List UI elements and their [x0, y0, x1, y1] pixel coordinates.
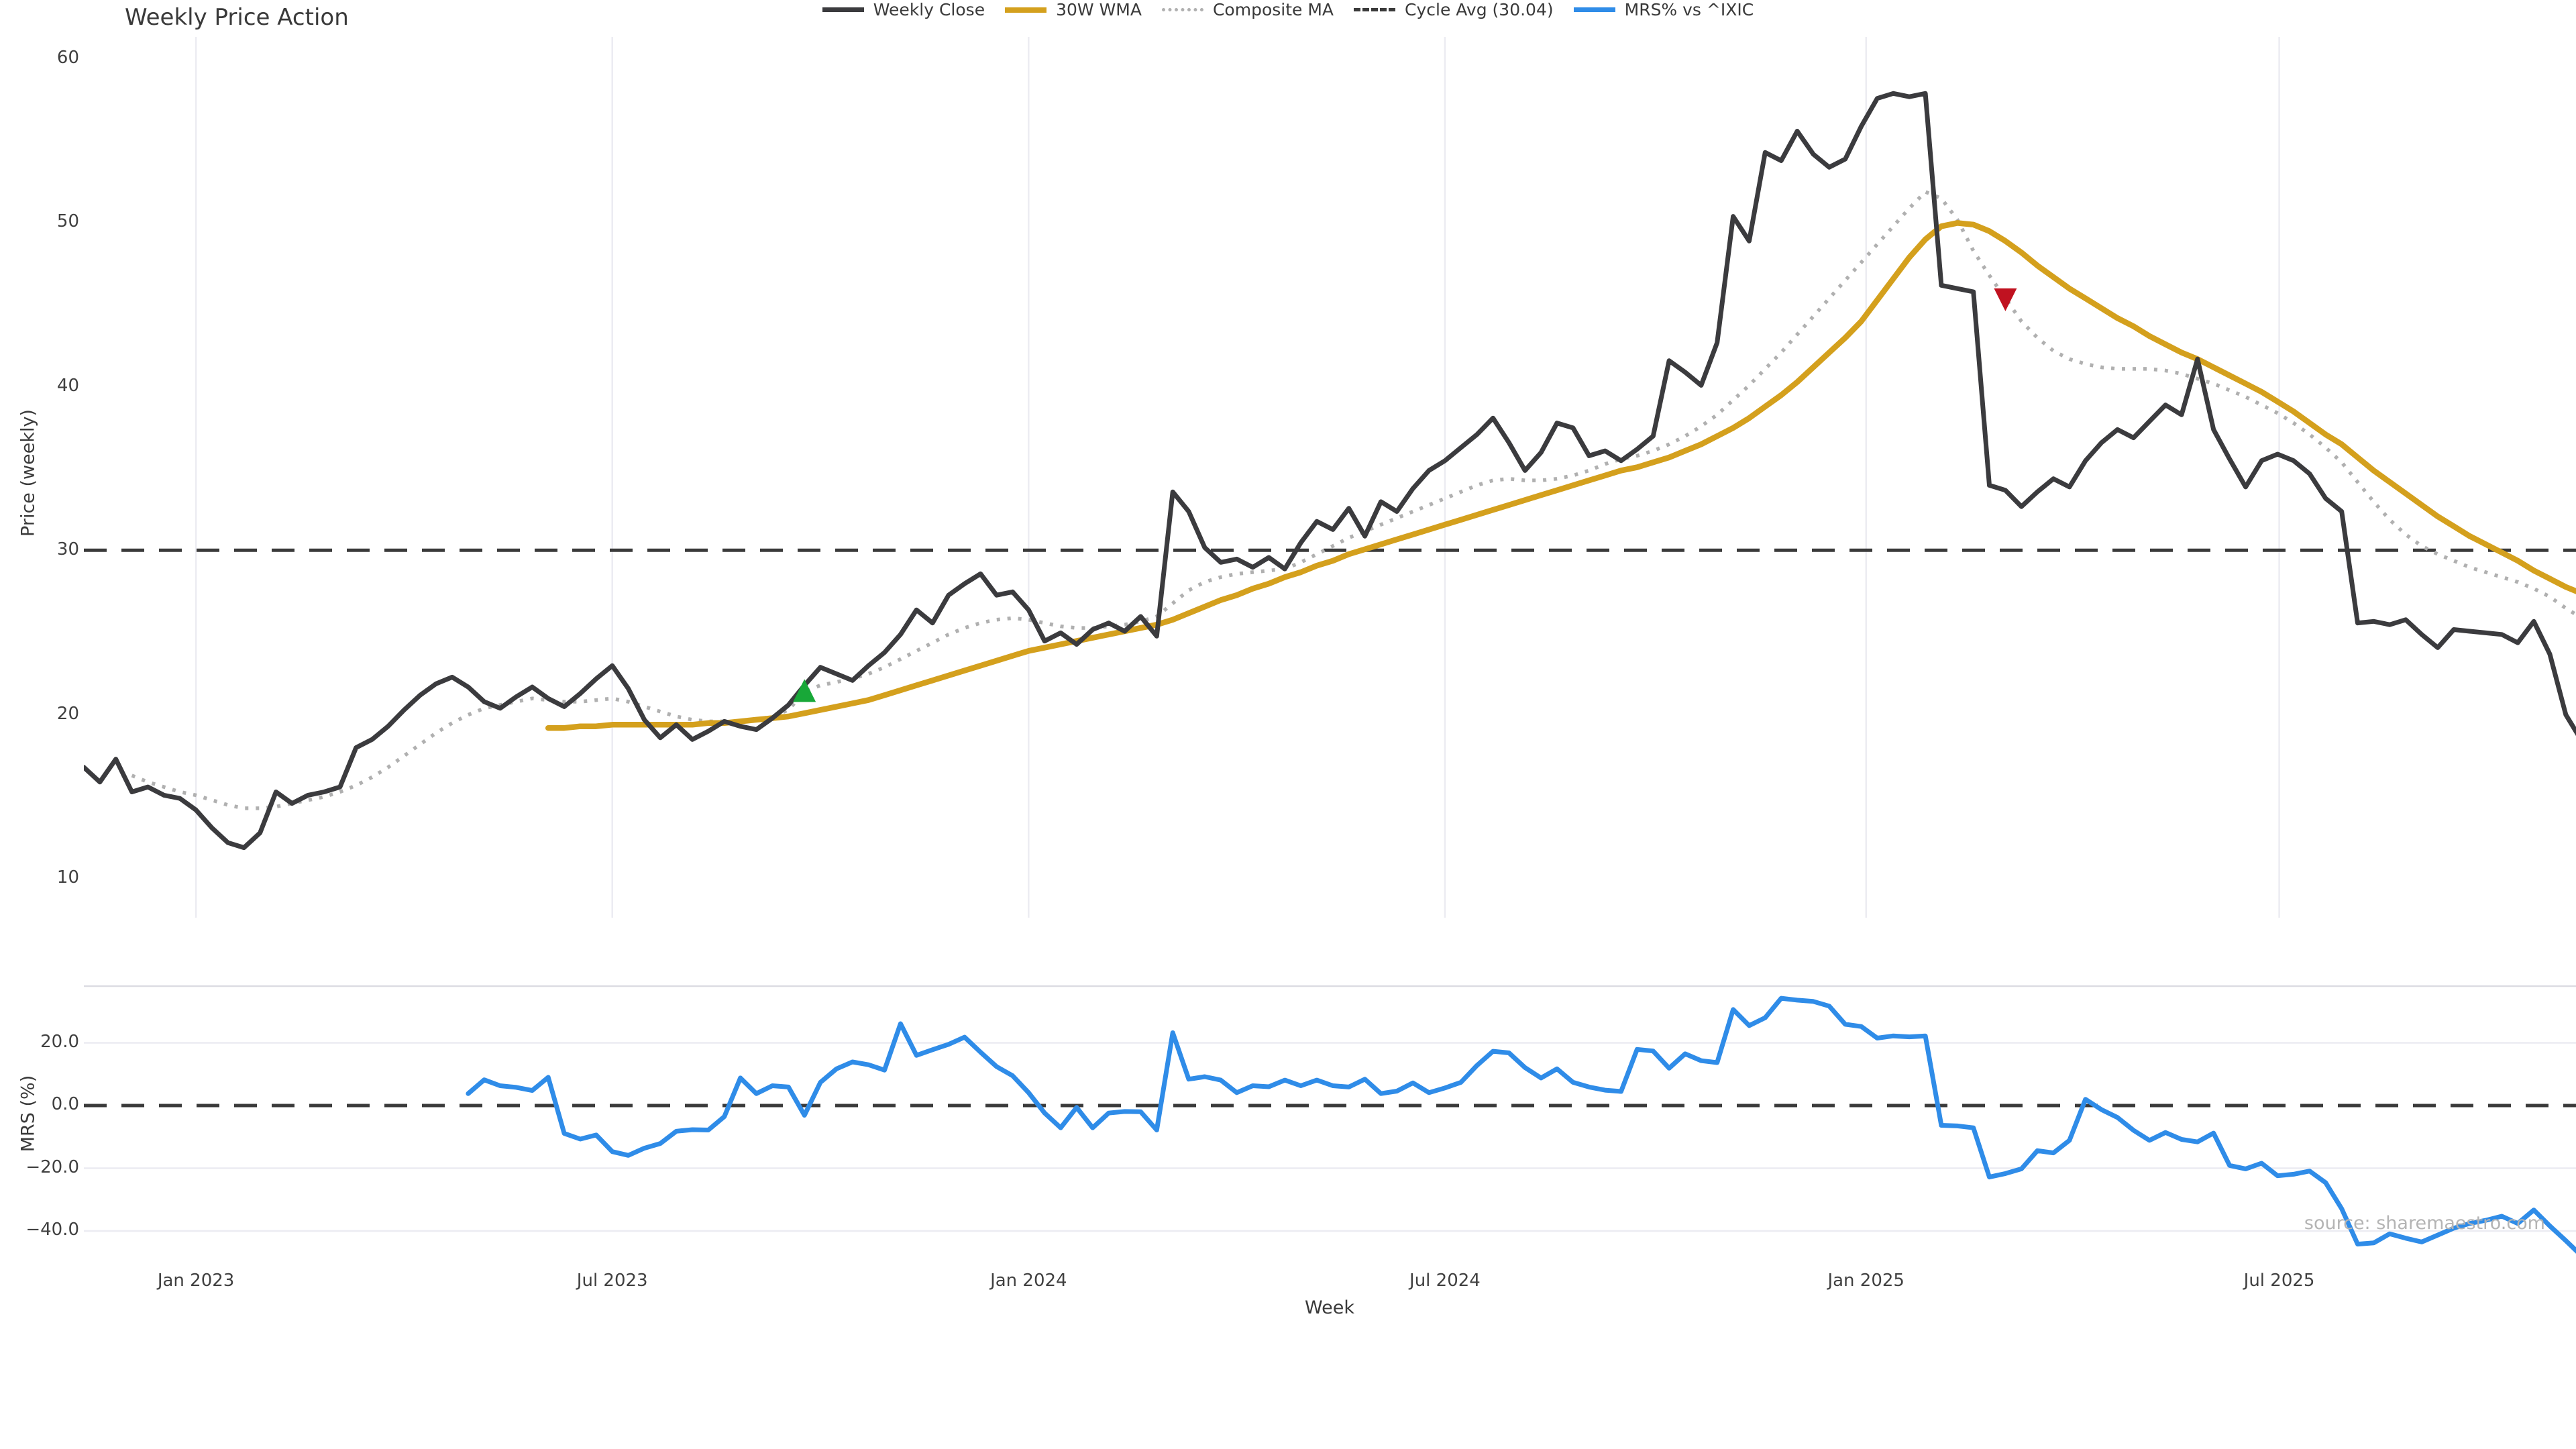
x-axis-label: Week [1305, 1297, 1354, 1318]
price-y-tick-50: 50 [56, 211, 79, 232]
legend-label: Weekly Close [873, 0, 985, 19]
legend-item-composite-ma: Composite MA [1161, 0, 1334, 19]
mrs-line-swatch-icon [1573, 7, 1615, 12]
price-y-axis-label: Price (weekly) [17, 409, 39, 537]
legend-label: Cycle Avg (30.04) [1405, 0, 1554, 19]
price-y-tick-10: 10 [56, 867, 79, 888]
x-tick-jul-2024: Jul 2024 [1409, 1271, 1481, 1291]
legend-label: 30W WMA [1056, 0, 1142, 19]
price-y-tick-60: 60 [56, 48, 79, 68]
weekly-close-line-swatch-icon [822, 7, 864, 12]
legend-item-weekly-close: Weekly Close [822, 0, 985, 19]
mrs-y-tick-−20.0: −20.0 [25, 1157, 79, 1177]
sell-signal-marker-icon [1994, 288, 2017, 311]
buy-signal-marker-icon [793, 679, 816, 702]
source-credit: source: sharemaestro.com [2304, 1213, 2545, 1234]
wma-line-swatch-icon [1005, 7, 1047, 13]
mrs-y-tick-−40.0: −40.0 [25, 1220, 79, 1240]
x-tick-jul-2025: Jul 2025 [2243, 1271, 2315, 1291]
price-y-tick-30: 30 [56, 539, 79, 560]
legend-label: Composite MA [1212, 0, 1334, 19]
cycle-avg-line-swatch-icon [1354, 8, 1396, 11]
price-y-tick-40: 40 [56, 375, 79, 396]
legend-label: MRS% vs ^IXIC [1624, 0, 1754, 19]
composite-ma-line [131, 190, 2576, 810]
legend-item-mrs: MRS% vs ^IXIC [1573, 0, 1754, 19]
x-tick-jul-2023: Jul 2023 [576, 1271, 648, 1291]
legend: Weekly Close 30W WMA Composite MA Cycle … [0, 0, 2576, 19]
composite-ma-line-swatch-icon [1161, 8, 1203, 11]
x-tick-jan-2023: Jan 2023 [157, 1271, 235, 1291]
weekly-close-line [84, 91, 2576, 851]
x-tick-jan-2025: Jan 2025 [1827, 1271, 1904, 1291]
mrs-y-tick-20.0: 20.0 [40, 1031, 79, 1052]
mrs-line [466, 996, 2576, 1254]
chart-title: Weekly Price Action [125, 4, 349, 31]
wma-line [545, 220, 2576, 731]
price-y-tick-20: 20 [56, 703, 79, 724]
legend-item-cycle-avg: Cycle Avg (30.04) [1354, 0, 1554, 19]
x-tick-jan-2024: Jan 2024 [990, 1271, 1067, 1291]
legend-item-30w-wma: 30W WMA [1005, 0, 1142, 19]
mrs-y-tick-0.0: 0.0 [51, 1094, 79, 1114]
